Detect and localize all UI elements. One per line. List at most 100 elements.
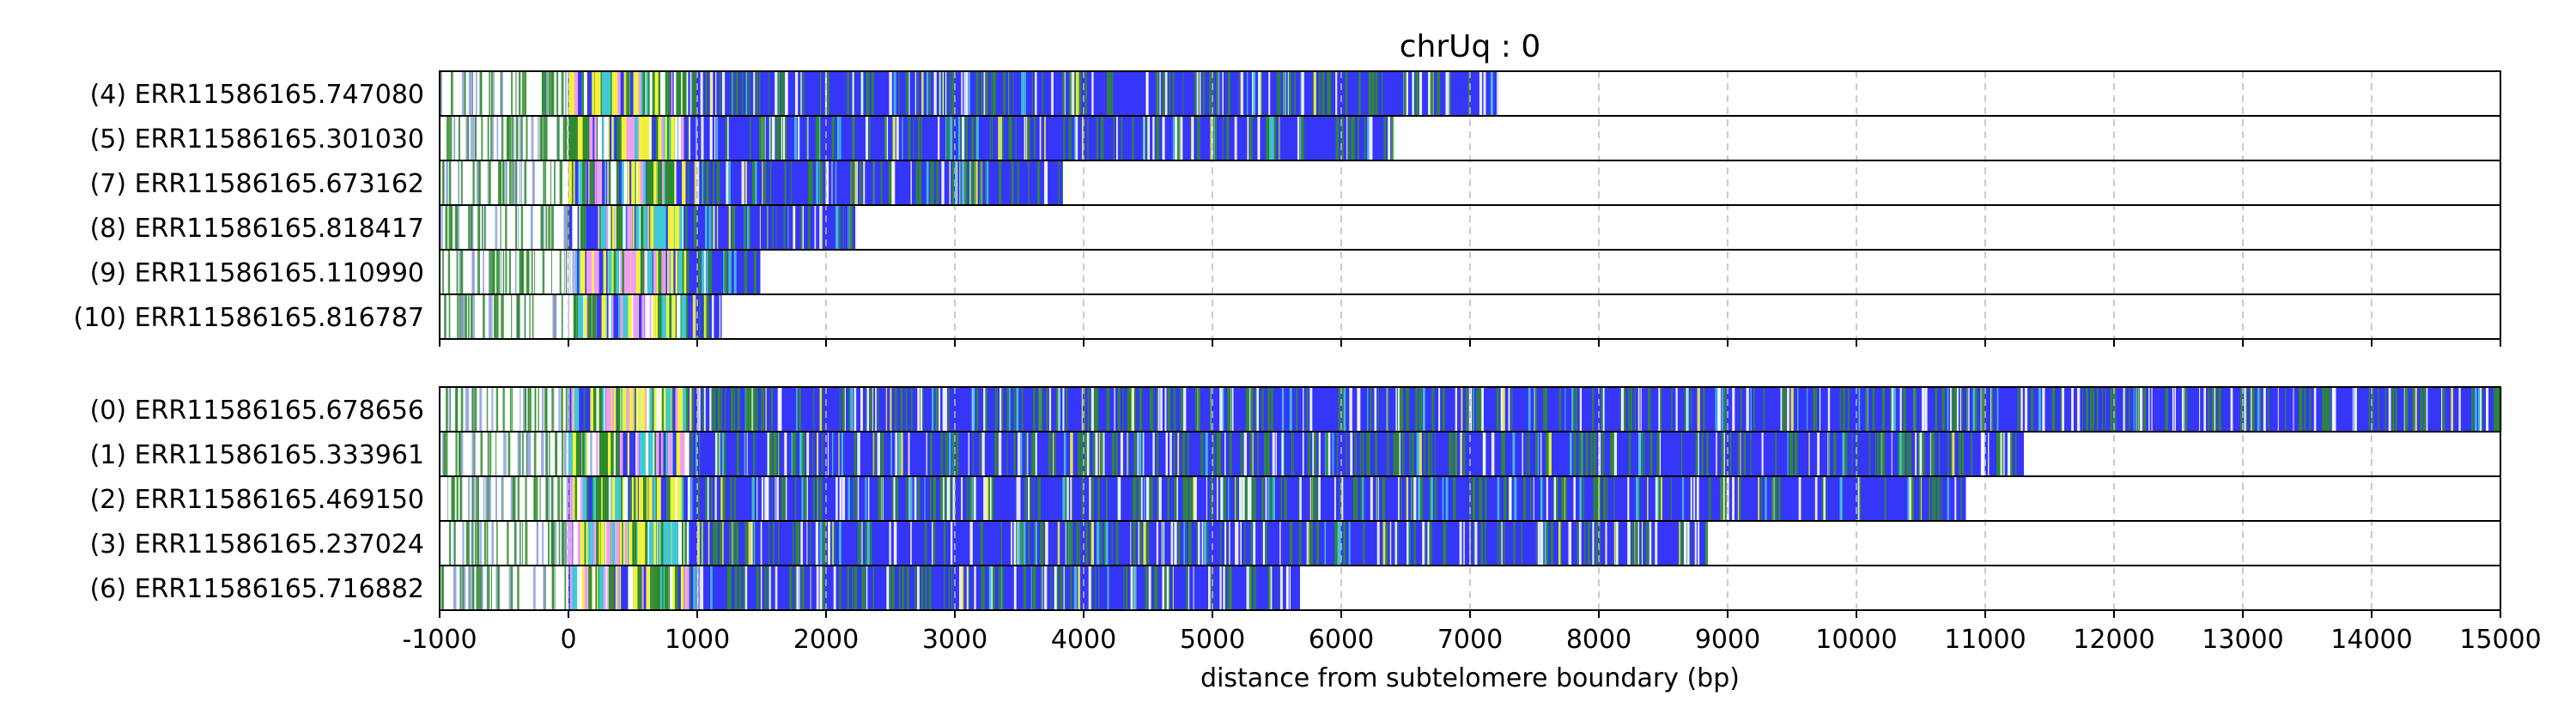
motif-stripe xyxy=(1419,387,1423,432)
motif-stripe xyxy=(769,566,771,610)
motif-stripe xyxy=(491,250,494,294)
motif-stripe xyxy=(1249,476,1252,521)
motif-stripe xyxy=(1177,432,1180,476)
motif-stripe xyxy=(1954,476,1957,521)
motif-stripe xyxy=(1851,432,1853,476)
motif-stripe xyxy=(1207,566,1211,610)
motif-stripe xyxy=(508,566,511,610)
motif-stripe xyxy=(581,432,585,476)
motif-stripe xyxy=(1252,432,1254,476)
motif-stripe xyxy=(1187,476,1189,521)
motif-stripe xyxy=(1717,387,1720,432)
motif-stripe xyxy=(613,432,616,476)
motif-stripe xyxy=(466,116,470,160)
motif-stripe xyxy=(1413,521,1416,566)
motif-stripe xyxy=(637,521,641,566)
motif-stripe xyxy=(1133,521,1136,566)
motif-stripe xyxy=(1261,476,1265,521)
motif-stripe xyxy=(969,521,973,566)
motif-stripe xyxy=(557,476,561,521)
motif-stripe xyxy=(1335,521,1339,566)
motif-stripe xyxy=(563,432,566,476)
motif-stripe xyxy=(658,250,664,294)
motif-stripe xyxy=(896,476,899,521)
motif-stripe xyxy=(1922,432,1925,476)
motif-stripe xyxy=(1739,476,1741,521)
motif-stripe xyxy=(489,71,491,116)
motif-stripe xyxy=(1960,476,1962,521)
motif-stripe xyxy=(839,521,841,566)
motif-stripe xyxy=(1817,432,1820,476)
motif-stripe xyxy=(462,566,465,610)
motif-stripe xyxy=(2299,387,2303,432)
motif-stripe xyxy=(945,116,947,160)
motif-stripe xyxy=(1481,387,1484,432)
motif-stripe xyxy=(1337,521,1340,566)
motif-stripe xyxy=(1473,387,1474,432)
motif-stripe xyxy=(1431,432,1433,476)
motif-stripe xyxy=(1485,476,1487,521)
motif-stripe xyxy=(1398,432,1400,476)
motif-stripe xyxy=(2478,387,2482,432)
motif-stripe xyxy=(763,160,767,205)
motif-stripe xyxy=(722,521,724,566)
motif-stripe xyxy=(855,205,858,250)
motif-stripe xyxy=(1015,116,1017,160)
motif-stripe xyxy=(1737,476,1740,521)
motif-stripe xyxy=(2458,387,2461,432)
motif-stripe xyxy=(744,250,748,294)
motif-stripe xyxy=(1790,387,1794,432)
motif-stripe xyxy=(708,521,710,566)
motif-stripe xyxy=(634,476,636,521)
motif-stripe xyxy=(600,205,606,250)
motif-stripe xyxy=(2148,387,2150,432)
motif-stripe xyxy=(701,250,705,294)
motif-stripe xyxy=(1704,521,1709,566)
motif-stripe xyxy=(1276,71,1278,116)
motif-stripe xyxy=(985,387,987,432)
motif-stripe xyxy=(1332,432,1334,476)
motif-stripe xyxy=(1145,521,1146,566)
motif-stripe xyxy=(448,294,451,339)
motif-stripe xyxy=(1602,387,1605,432)
motif-stripe xyxy=(816,476,818,521)
motif-stripe xyxy=(735,71,738,116)
motif-stripe xyxy=(1358,71,1361,116)
motif-stripe xyxy=(681,387,687,432)
motif-stripe xyxy=(1400,387,1404,432)
motif-stripe xyxy=(1640,387,1642,432)
motif-stripe xyxy=(910,521,912,566)
motif-stripe xyxy=(667,71,671,116)
motif-stripe xyxy=(1143,521,1145,566)
motif-stripe xyxy=(974,566,976,610)
motif-stripe xyxy=(568,521,573,566)
motif-stripe xyxy=(1182,432,1184,476)
motif-stripe xyxy=(468,521,470,566)
motif-stripe xyxy=(793,205,795,250)
motif-stripe xyxy=(812,432,814,476)
motif-stripe xyxy=(601,476,603,521)
motif-stripe xyxy=(660,71,665,116)
motif-stripe xyxy=(1703,387,1705,432)
motif-stripe xyxy=(616,476,622,521)
motif-stripe xyxy=(783,205,786,250)
motif-stripe xyxy=(1162,116,1164,160)
motif-stripe xyxy=(598,71,601,116)
motif-stripe xyxy=(1024,476,1028,521)
motif-stripe xyxy=(1177,116,1180,160)
motif-stripe xyxy=(723,432,726,476)
motif-stripe xyxy=(988,566,992,610)
motif-stripe xyxy=(905,71,907,116)
motif-stripe xyxy=(844,387,846,432)
motif-stripe xyxy=(827,432,829,476)
motif-stripe xyxy=(1510,387,1513,432)
motif-stripe xyxy=(1660,476,1662,521)
motif-stripe xyxy=(501,476,503,521)
motif-stripe xyxy=(2137,387,2140,432)
motif-stripe xyxy=(611,387,614,432)
motif-stripe xyxy=(1006,387,1009,432)
motif-stripe xyxy=(1066,387,1068,432)
motif-stripe xyxy=(636,205,640,250)
motif-stripe xyxy=(2324,387,2328,432)
read-row: (0) ERR11586165.678656 xyxy=(90,387,2502,432)
